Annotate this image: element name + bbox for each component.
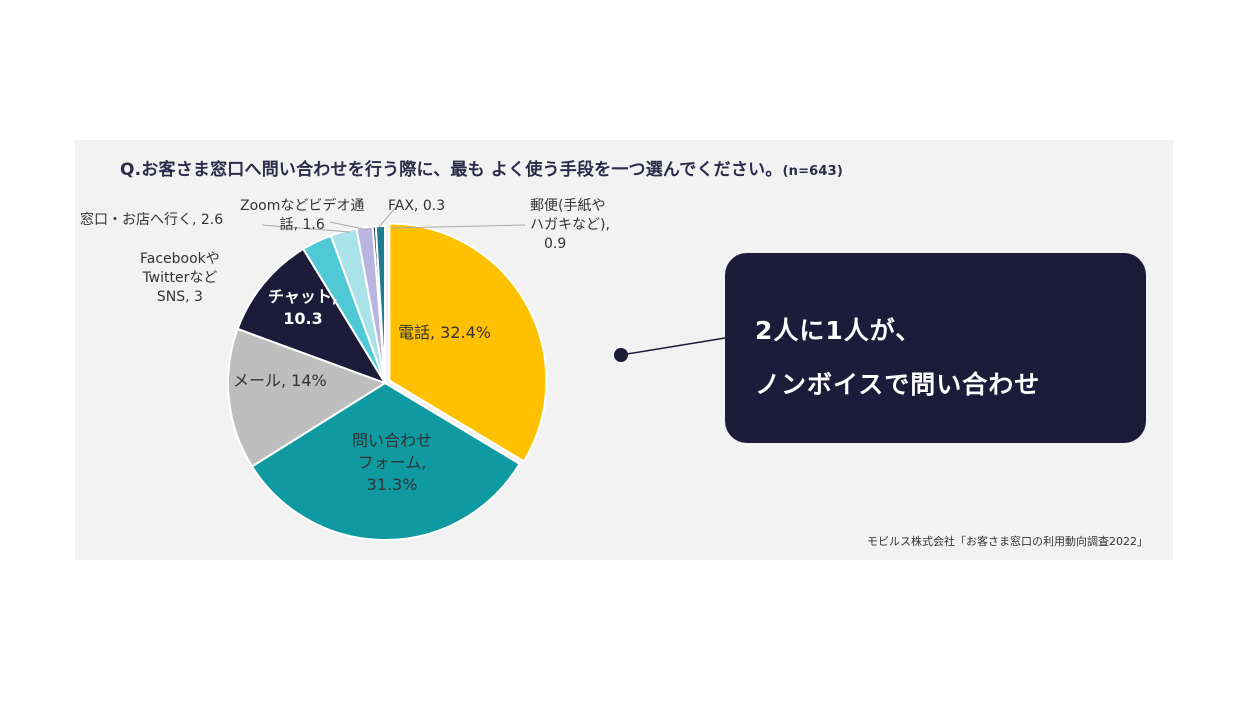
- label-chat: チャット, 10.3: [268, 287, 338, 328]
- label-video: Zoomなどビデオ通 話, 1.6: [240, 198, 365, 233]
- source-note: モビルス株式会社「お客さま窓口の利用動向調査2022」: [867, 535, 1148, 548]
- label-mail: メール, 14%: [233, 371, 327, 390]
- pie-slice-postal-mail: [374, 224, 386, 384]
- sample-size: (n=643): [782, 164, 844, 179]
- callout-line-1: 2人に1人が、: [755, 316, 922, 345]
- callout-line-2: ノンボイスで問い合わせ: [755, 370, 1041, 399]
- leader-line: [377, 204, 399, 229]
- leader-line: [329, 221, 369, 231]
- pie-slice-chat: [236, 247, 388, 385]
- pie-slice-mail: [227, 327, 388, 468]
- label-form: 問い合わせ フォーム, 31.3%: [352, 431, 433, 494]
- label-phone: 電話, 32.4%: [398, 323, 492, 342]
- leader-line: [261, 224, 351, 233]
- pie-slice-form: [250, 381, 521, 541]
- pie-slice-phone: [388, 222, 548, 463]
- leader-line: [391, 224, 526, 229]
- label-postal-mail: 郵便(手紙や ハガキなど), 0.9: [530, 198, 610, 252]
- callout-pointer-dot: [614, 348, 628, 362]
- label-fax: FAX, 0.3: [388, 198, 446, 214]
- callout-box: 2人に1人が、 ノンボイスで問い合わせ: [725, 253, 1146, 443]
- label-store: 窓口・お店へ行く, 2.6: [80, 212, 224, 228]
- label-sns: Facebookや Twitterなど SNS, 3: [140, 251, 220, 305]
- chart-title: Q.お客さま窓口へ問い合わせを行う際に、最も よく使う手段を一つ選んでください。…: [120, 160, 844, 180]
